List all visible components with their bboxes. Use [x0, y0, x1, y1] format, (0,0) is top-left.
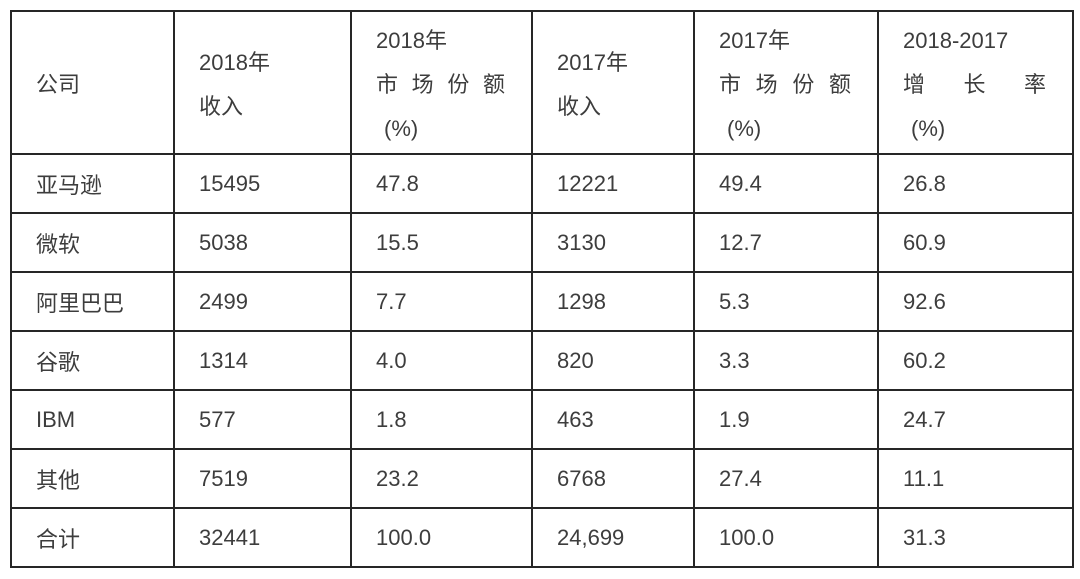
cell-company: 微软: [10, 212, 175, 273]
cell-rev2017: 12221: [531, 153, 695, 214]
header-line: 收入: [557, 93, 602, 119]
cell-share2018: 1.8: [350, 389, 533, 450]
cell-rev2018: 32441: [173, 507, 352, 568]
cell-share2018: 15.5: [350, 212, 533, 273]
cell-company: 合计: [10, 507, 175, 568]
table-row-microsoft: 微软 5038 15.5 3130 12.7 60.9: [10, 212, 1074, 273]
market-share-table: 公司 2018年 收入 2018年 市场份额 (%) 2017年 收入 2017…: [10, 10, 1074, 568]
table-row-amazon: 亚马逊 15495 47.8 12221 49.4 26.8: [10, 153, 1074, 214]
cell-growth: 60.9: [877, 212, 1074, 273]
cell-rev2018: 5038: [173, 212, 352, 273]
header-line: (%): [384, 115, 419, 141]
header-line: 2018-2017: [903, 27, 1009, 53]
header-line: 收入: [199, 93, 244, 119]
cell-share2018: 4.0: [350, 330, 533, 391]
table-row-others: 其他 7519 23.2 6768 27.4 11.1: [10, 448, 1074, 509]
cell-company: 阿里巴巴: [10, 271, 175, 332]
col-header-rev2018: 2018年 收入: [173, 10, 352, 155]
header-line: 公司: [36, 71, 81, 97]
cell-rev2017: 463: [531, 389, 695, 450]
cell-company: 其他: [10, 448, 175, 509]
col-header-share2017: 2017年 市场份额 (%): [693, 10, 879, 155]
cell-rev2017: 24,699: [531, 507, 695, 568]
col-header-growth: 2018-2017 增长率 (%): [877, 10, 1074, 155]
cell-company: IBM: [10, 389, 175, 450]
cell-share2017: 27.4: [693, 448, 879, 509]
cell-rev2018: 15495: [173, 153, 352, 214]
header-line: (%): [911, 115, 946, 141]
cell-share2017: 3.3: [693, 330, 879, 391]
cell-share2018: 47.8: [350, 153, 533, 214]
table-row-google: 谷歌 1314 4.0 820 3.3 60.2: [10, 330, 1074, 391]
cell-share2017: 49.4: [693, 153, 879, 214]
cell-share2018: 7.7: [350, 271, 533, 332]
header-line: 2018年: [376, 27, 447, 53]
cell-growth: 31.3: [877, 507, 1074, 568]
header-line: 2017年: [557, 49, 628, 75]
cell-share2018: 23.2: [350, 448, 533, 509]
table-row-ibm: IBM 577 1.8 463 1.9 24.7: [10, 389, 1074, 450]
cell-rev2017: 6768: [531, 448, 695, 509]
cell-growth: 26.8: [877, 153, 1074, 214]
col-header-company: 公司: [10, 10, 175, 155]
table-row-alibaba: 阿里巴巴 2499 7.7 1298 5.3 92.6: [10, 271, 1074, 332]
cell-rev2017: 1298: [531, 271, 695, 332]
cell-growth: 11.1: [877, 448, 1074, 509]
cell-rev2018: 577: [173, 389, 352, 450]
col-header-rev2017: 2017年 收入: [531, 10, 695, 155]
cell-company: 谷歌: [10, 330, 175, 391]
table-row-total: 合计 32441 100.0 24,699 100.0 31.3: [10, 507, 1074, 568]
header-line: 市场份额: [376, 71, 505, 97]
cell-growth: 92.6: [877, 271, 1074, 332]
cell-rev2017: 820: [531, 330, 695, 391]
cell-share2017: 1.9: [693, 389, 879, 450]
cell-company: 亚马逊: [10, 153, 175, 214]
cell-share2017: 12.7: [693, 212, 879, 273]
col-header-share2018: 2018年 市场份额 (%): [350, 10, 533, 155]
header-line: 2017年: [719, 27, 790, 53]
header-line: 2018年: [199, 49, 270, 75]
cell-rev2017: 3130: [531, 212, 695, 273]
cell-rev2018: 7519: [173, 448, 352, 509]
cell-share2018: 100.0: [350, 507, 533, 568]
cell-share2017: 5.3: [693, 271, 879, 332]
cell-share2017: 100.0: [693, 507, 879, 568]
cell-growth: 60.2: [877, 330, 1074, 391]
cell-rev2018: 1314: [173, 330, 352, 391]
header-row: 公司 2018年 收入 2018年 市场份额 (%) 2017年 收入 2017…: [10, 10, 1074, 155]
header-line: 市场份额: [719, 71, 851, 97]
cell-rev2018: 2499: [173, 271, 352, 332]
header-line: (%): [727, 115, 762, 141]
header-line: 增长率: [903, 71, 1046, 97]
cell-growth: 24.7: [877, 389, 1074, 450]
